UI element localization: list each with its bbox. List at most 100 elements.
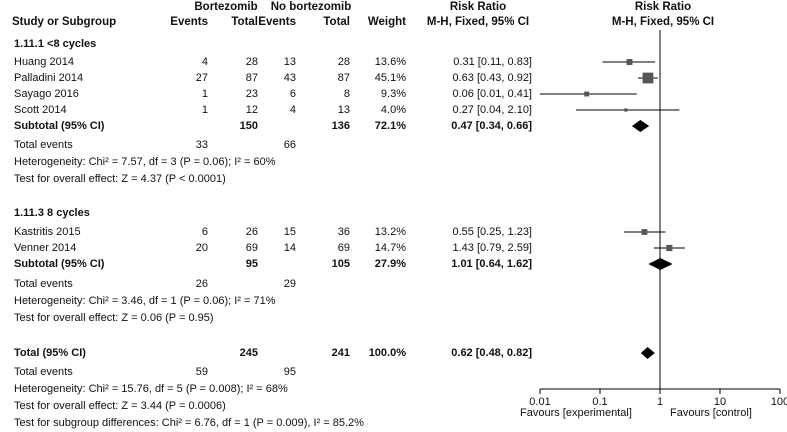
point-estimate <box>641 229 648 235</box>
plot-method-header: M-H, Fixed, 95% CI <box>611 16 715 28</box>
total-2: 69 <box>337 242 350 254</box>
total-events-label: Total events <box>14 139 73 151</box>
study-name: Kastritis 2015 <box>14 226 81 238</box>
events-1: 1 <box>201 104 208 116</box>
total-1: 12 <box>245 104 258 116</box>
total-1: 69 <box>245 242 258 254</box>
x-axis-tick-label: 100 <box>771 396 787 408</box>
events-2: 4 <box>289 104 296 116</box>
subtotal-label: Subtotal (95% CI) <box>14 120 105 132</box>
total-2: 87 <box>337 72 350 84</box>
grand-events-1: 59 <box>195 366 208 378</box>
subtotal-weight: 72.1% <box>374 120 406 132</box>
events-2: 13 <box>283 56 296 68</box>
events-2: 6 <box>289 88 296 100</box>
rr-column-title: Risk Ratio <box>449 1 507 13</box>
events-1: 27 <box>195 72 208 84</box>
events-header-1: Events <box>170 16 208 28</box>
point-estimate <box>626 59 633 65</box>
total-1: 23 <box>245 88 258 100</box>
weight: 9.3% <box>380 88 406 100</box>
grand-total-2: 241 <box>331 347 350 359</box>
favours-experimental-label: Favours [experimental] <box>520 407 632 419</box>
subtotal-total-1: 150 <box>239 120 258 132</box>
subtotal-total-2: 136 <box>331 120 350 132</box>
x-axis-tick-label: 0.01 <box>529 396 550 408</box>
events-2: 14 <box>283 242 296 254</box>
point-estimate <box>642 72 654 84</box>
total-header-2: Total <box>323 16 350 28</box>
grand-total-weight: 100.0% <box>368 347 406 359</box>
study-name: Sayago 2016 <box>14 88 79 100</box>
x-axis-tick-label: 0.1 <box>592 396 607 408</box>
point-estimate <box>624 108 628 112</box>
events-1: 20 <box>195 242 208 254</box>
weight: 13.6% <box>374 56 406 68</box>
weight: 45.1% <box>374 72 406 84</box>
total-events-1: 33 <box>195 139 208 151</box>
group2-header: No bortezomib <box>270 1 352 13</box>
events-1: 6 <box>201 226 208 238</box>
events-header-2: Events <box>258 16 296 28</box>
study-name: Huang 2014 <box>14 56 74 68</box>
events-1: 4 <box>201 56 208 68</box>
risk-ratio: 0.63 [0.43, 0.92] <box>452 72 532 84</box>
total-header-1: Total <box>231 16 258 28</box>
grand-total-1: 245 <box>239 347 258 359</box>
total-1: 28 <box>245 56 258 68</box>
x-axis-tick-label: 10 <box>714 396 726 408</box>
subtotal-total-2: 105 <box>331 258 350 270</box>
study-header: Study or Subgroup <box>12 16 117 28</box>
study-name: Palladini 2014 <box>14 72 84 84</box>
risk-ratio: 1.43 [0.79, 2.59] <box>452 242 532 254</box>
grand-total-risk-ratio: 0.62 [0.48, 0.82] <box>451 347 532 359</box>
rr-method-header: M-H, Fixed, 95% CI <box>426 16 530 28</box>
total-1: 87 <box>245 72 258 84</box>
total-events-label: Total events <box>14 366 73 378</box>
subtotal-risk-ratio: 0.47 [0.34, 0.66] <box>451 120 532 132</box>
subtotal-label: Subtotal (95% CI) <box>14 258 105 270</box>
overall-effect-text: Test for overall effect: Z = 4.37 (P < 0… <box>14 173 226 185</box>
overall-effect-text: Test for overall effect: Z = 0.06 (P = 0… <box>14 312 214 324</box>
heterogeneity-text: Heterogeneity: Chi² = 15.76, df = 5 (P =… <box>14 383 288 395</box>
total-2: 8 <box>343 88 350 100</box>
total-2: 36 <box>337 226 350 238</box>
favours-control-label: Favours [control] <box>670 407 752 419</box>
subgroup-1-title: 1.11.1 <8 cycles <box>14 38 97 50</box>
risk-ratio: 0.31 [0.11, 0.83] <box>453 56 532 68</box>
point-estimate <box>666 244 673 252</box>
overall-effect-text: Test for overall effect: Z = 3.44 (P = 0… <box>14 400 226 412</box>
pooled-diamond <box>640 347 655 359</box>
pooled-diamond <box>648 258 673 270</box>
subtotal-total-1: 95 <box>245 258 258 270</box>
total-events-2: 66 <box>283 139 296 151</box>
events-1: 1 <box>201 88 208 100</box>
weight: 13.2% <box>374 226 406 238</box>
total-2: 28 <box>337 56 350 68</box>
subgroup-difference-text: Test for subgroup differences: Chi² = 6.… <box>14 417 364 429</box>
total-2: 13 <box>337 104 350 116</box>
weight-header: Weight <box>367 16 406 28</box>
total-1: 26 <box>245 226 258 238</box>
group1-header: Bortezomib <box>194 1 258 13</box>
subgroup-2-title: 1.11.3 8 cycles <box>14 207 90 219</box>
study-name: Scott 2014 <box>14 104 67 116</box>
heterogeneity-text: Heterogeneity: Chi² = 3.46, df = 1 (P = … <box>14 295 276 307</box>
events-2: 15 <box>283 226 296 238</box>
total-label: Total (95% CI) <box>14 347 86 359</box>
study-name: Venner 2014 <box>14 242 77 254</box>
grand-events-2: 95 <box>283 366 296 378</box>
total-events-1: 26 <box>195 278 208 290</box>
point-estimate <box>584 91 590 97</box>
heterogeneity-text: Heterogeneity: Chi² = 7.57, df = 3 (P = … <box>14 156 276 168</box>
total-events-2: 29 <box>283 278 296 290</box>
total-events-label: Total events <box>14 278 73 290</box>
weight: 4.0% <box>380 104 406 116</box>
weight: 14.7% <box>374 242 406 254</box>
subtotal-risk-ratio: 1.01 [0.64, 1.62] <box>451 258 532 270</box>
x-axis-tick-label: 1 <box>657 396 663 408</box>
risk-ratio: 0.55 [0.25, 1.23] <box>452 226 532 238</box>
subtotal-weight: 27.9% <box>374 258 406 270</box>
risk-ratio: 0.06 [0.01, 0.41] <box>452 88 532 100</box>
